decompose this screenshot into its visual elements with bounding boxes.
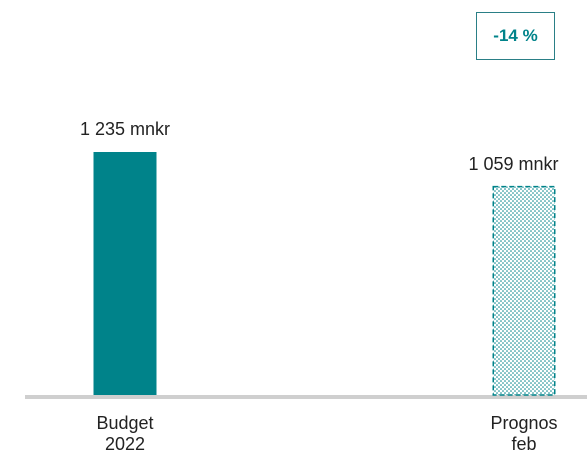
bar <box>492 185 556 396</box>
x-tick-label: Prognos feb <box>490 413 558 454</box>
bar <box>93 152 157 395</box>
x-tick-label: Budget 2022 <box>96 413 154 454</box>
change-annotation: -14 % <box>476 12 555 60</box>
baseline <box>25 395 587 399</box>
value-label: 1 059 mnkr <box>468 153 559 174</box>
value-label: 1 235 mnkr <box>79 119 171 139</box>
